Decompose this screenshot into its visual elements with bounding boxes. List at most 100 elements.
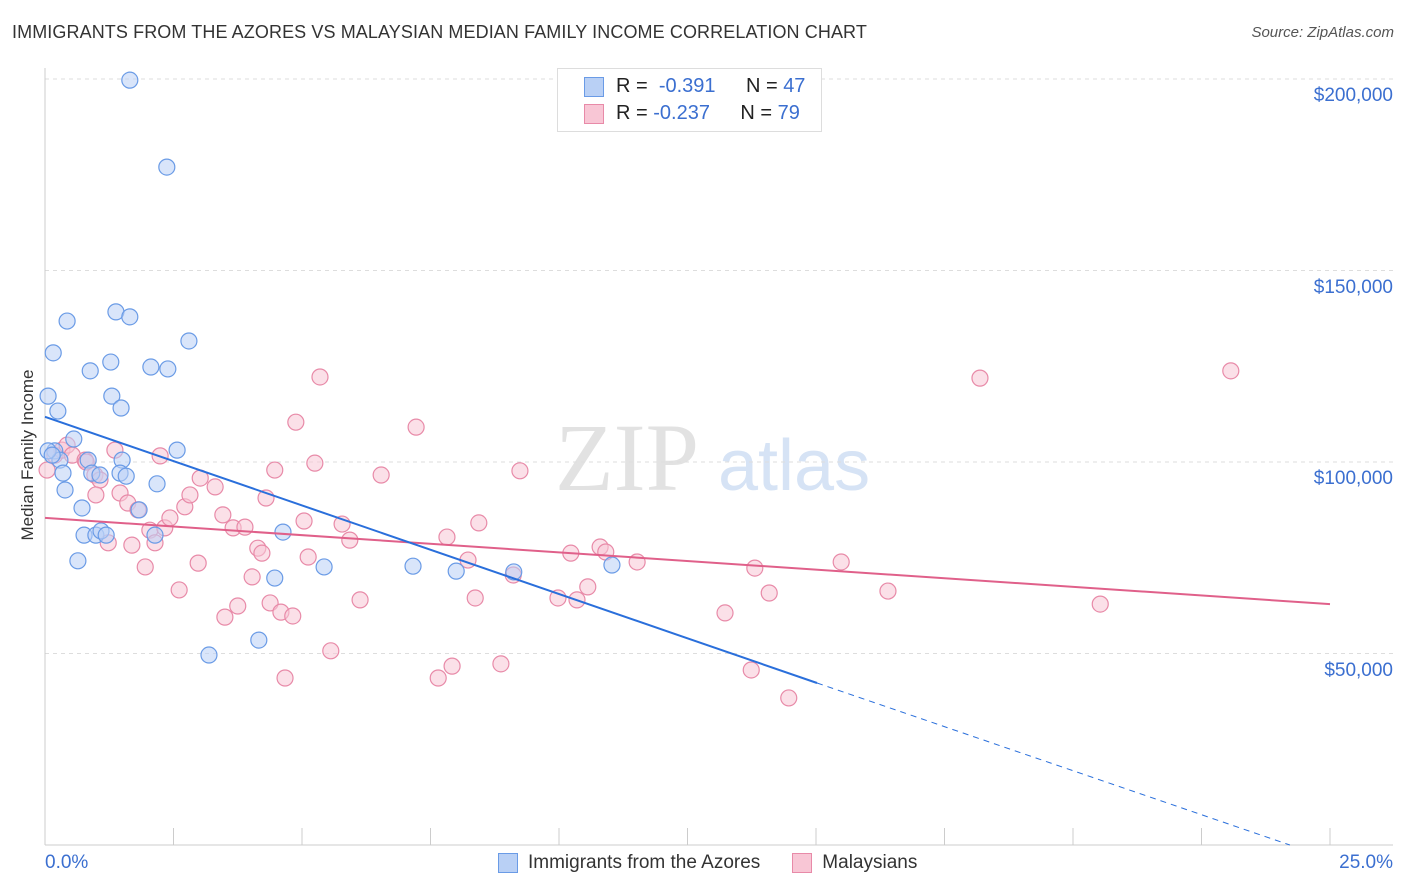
azores-point	[158, 158, 176, 176]
malaysians-point	[276, 669, 294, 687]
y-tick-label: $50,000	[1324, 659, 1393, 681]
malaysians-point	[438, 528, 456, 546]
azores-point	[65, 430, 83, 448]
azores-point	[159, 360, 177, 378]
malaysians-point	[351, 591, 369, 609]
azores-point	[43, 446, 61, 464]
y-tick-label: $200,000	[1313, 85, 1393, 106]
malaysians-point	[181, 486, 199, 504]
malaysians-point	[284, 607, 302, 625]
malaysians-point	[161, 509, 179, 527]
n-label: N =	[740, 102, 773, 124]
malaysians-point	[760, 584, 778, 602]
azores-point	[56, 481, 74, 499]
azores-point	[505, 563, 523, 581]
azores-point	[112, 399, 130, 417]
azores-point	[168, 441, 186, 459]
r-value: -0.237	[653, 102, 710, 124]
azores-point	[315, 558, 333, 576]
malaysians-point	[746, 559, 764, 577]
malaysians-point	[253, 544, 271, 562]
azores-point	[39, 387, 57, 405]
azores-point	[73, 499, 91, 517]
malaysians-point	[214, 506, 232, 524]
y-tick-label: $100,000	[1313, 468, 1393, 489]
malaysians-point	[295, 512, 313, 530]
azores-point	[97, 526, 115, 544]
azores-point	[58, 312, 76, 330]
azores-point	[404, 557, 422, 575]
malaysians-point	[229, 597, 247, 615]
azores-point	[121, 71, 139, 89]
malaysians-point	[136, 558, 154, 576]
malaysians-trend-line	[44, 516, 1331, 606]
malaysians-point	[716, 604, 734, 622]
azores-point	[81, 362, 99, 380]
chart-title: IMMIGRANTS FROM THE AZORES VS MALAYSIAN …	[12, 22, 867, 42]
malaysians-point	[243, 568, 261, 586]
malaysians-point	[266, 461, 284, 479]
series-legend: Immigrants from the Azores Malaysians	[498, 852, 917, 874]
azores-point	[49, 402, 67, 420]
azores-point	[103, 387, 121, 405]
azores-point	[266, 569, 284, 587]
azores-point	[146, 526, 164, 544]
x-tick-label-max: 25.0%	[1339, 852, 1393, 873]
malaysians-point	[170, 581, 188, 599]
malaysians-point	[742, 661, 760, 679]
malaysians-point	[832, 553, 850, 571]
malaysians-point	[443, 657, 461, 675]
azores-point	[603, 556, 621, 574]
azores-point	[69, 552, 87, 570]
azores-point	[44, 344, 62, 362]
malaysians-point	[429, 669, 447, 687]
malaysians-point	[311, 368, 329, 386]
svg-text:atlas: atlas	[718, 426, 870, 506]
malaysians-point	[492, 655, 510, 673]
malaysians-point	[470, 514, 488, 532]
azores-point	[130, 501, 148, 519]
azores-trend-line	[44, 415, 818, 684]
azores-point	[54, 464, 72, 482]
malaysians-point	[971, 369, 989, 387]
azores-point	[200, 646, 218, 664]
stats-row-malaysians: R = -0.237 N = 79	[584, 102, 800, 125]
malaysians-point	[299, 548, 317, 566]
malaysians-point	[407, 418, 425, 436]
malaysians-point	[511, 462, 529, 480]
n-value: 47	[783, 75, 806, 97]
n-label: N =	[745, 75, 778, 97]
r-label: R =	[616, 102, 648, 124]
azores-point	[250, 631, 268, 649]
azores-point	[148, 475, 166, 493]
r-label: R =	[616, 75, 648, 97]
azores-legend-swatch	[498, 853, 518, 873]
azores-trend-extension	[816, 682, 1291, 846]
malaysians-point	[287, 413, 305, 431]
malaysians-point	[87, 486, 105, 504]
source-label: Source: ZipAtlas.com	[1251, 24, 1394, 41]
r-value: -0.391	[658, 75, 716, 97]
malaysians-point	[123, 536, 141, 554]
n-value: 79	[777, 102, 800, 124]
svg-text:ZIP: ZIP	[555, 404, 699, 511]
malaysians-point	[1091, 595, 1109, 613]
malaysians-point	[466, 589, 484, 607]
azores-point	[447, 562, 465, 580]
malaysians-point	[341, 531, 359, 549]
stats-legend: R = -0.391 N = 47 R = -0.237 N = 79	[557, 68, 822, 132]
x-tick-label-min: 0.0%	[45, 852, 89, 873]
azores-legend-label: Immigrants from the Azores	[528, 852, 761, 873]
malaysians-point	[306, 454, 324, 472]
azores-point	[121, 308, 139, 326]
malaysians-point	[216, 608, 234, 626]
y-tick-label: $150,000	[1313, 276, 1393, 298]
malaysians-point	[1222, 362, 1240, 380]
azores-point	[117, 467, 135, 485]
malaysians-point	[206, 478, 224, 496]
azores-point	[180, 332, 198, 350]
malaysians-legend-swatch	[792, 853, 813, 873]
malaysians-point	[236, 518, 254, 536]
malaysians-point	[879, 582, 897, 600]
